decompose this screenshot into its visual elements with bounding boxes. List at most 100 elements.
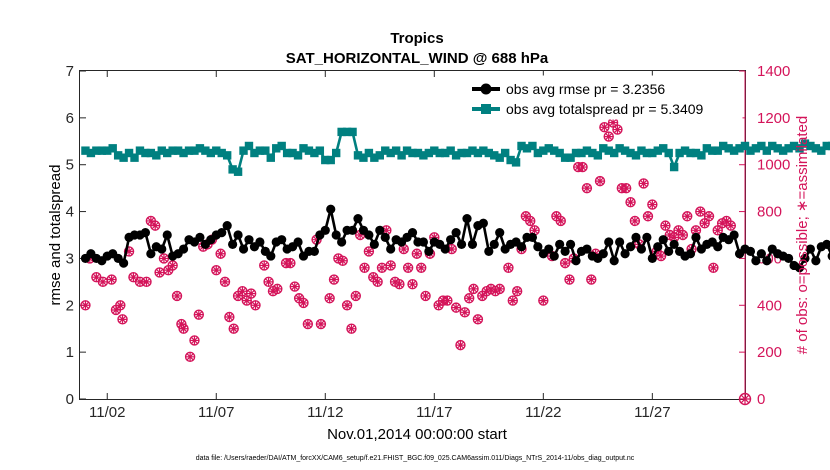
totalspread-point — [620, 146, 630, 155]
totalspread-point — [217, 148, 226, 158]
obs-count-point — [215, 248, 226, 259]
totalspread-point — [113, 151, 123, 160]
rmse-point — [544, 244, 554, 254]
totalspread-point — [206, 148, 216, 158]
obs-count-point — [272, 283, 283, 295]
totalspread-point — [244, 141, 254, 151]
totalspread-point — [222, 151, 232, 160]
obs-count-point — [503, 262, 514, 273]
y-tick-label: 6 — [66, 110, 74, 127]
obs-count-point — [450, 302, 462, 313]
y-tick-label: 7 — [66, 63, 74, 80]
totalspread-point — [441, 148, 450, 158]
obs-count-point — [394, 279, 405, 290]
obs-count-point — [324, 293, 335, 304]
obs-count-point — [259, 260, 270, 271]
x-axis-label: Nov.01,2014 00:00:00 start — [327, 426, 508, 443]
totalspread-point — [659, 144, 668, 153]
rmse-point — [217, 228, 227, 238]
obs-count-point — [178, 323, 189, 334]
totalspread-point — [555, 148, 564, 158]
totalspread-point — [631, 151, 641, 160]
y2-tick-label: 800 — [757, 204, 782, 221]
rmse-point — [685, 249, 696, 259]
obs-count-point — [285, 257, 296, 269]
totalspread-point — [648, 148, 657, 158]
totalspread-point — [179, 148, 188, 158]
obs-count-point — [708, 262, 719, 273]
x-tick-label: 11/22 — [525, 404, 561, 421]
y2-tick-label: 400 — [757, 297, 782, 314]
y2-tick-label: 0 — [757, 391, 765, 408]
totalspread-point — [451, 151, 461, 160]
y-tick-label: 1 — [66, 344, 74, 361]
obs-count-point — [629, 215, 641, 227]
rmse-point — [549, 251, 559, 261]
obs-count-point — [167, 260, 178, 271]
totalspread-point — [250, 148, 259, 158]
rmse-point — [484, 246, 494, 256]
x-tick-label: 11/27 — [634, 404, 670, 421]
totalspread-point — [609, 148, 619, 158]
totalspread-point — [490, 151, 499, 160]
x-tick-label: 11/02 — [89, 404, 125, 421]
obs-count-point — [106, 274, 117, 285]
totalspread-point — [473, 148, 483, 158]
obs-count-point — [555, 215, 566, 227]
totalspread-point — [522, 144, 532, 153]
rmse-point — [233, 230, 243, 240]
rmse-point — [653, 242, 663, 252]
totalspread-point — [740, 141, 750, 151]
rmse-point — [745, 246, 756, 256]
rmse-point — [636, 244, 647, 254]
totalspread-point — [272, 144, 281, 153]
rmse-point — [119, 258, 129, 268]
rmse-point — [418, 237, 429, 247]
obs-count-point — [603, 131, 614, 142]
totalspread-point — [397, 151, 406, 160]
totalspread-point — [550, 146, 559, 155]
obs-count-point — [184, 351, 196, 363]
obs-count-point — [302, 318, 314, 330]
rmse-point — [642, 232, 652, 242]
rmse-point — [380, 232, 390, 242]
totalspread-point — [331, 148, 341, 158]
totalspread-point — [539, 146, 548, 155]
y2-tick-label: 1400 — [757, 63, 790, 80]
totalspread-point — [266, 153, 275, 162]
obs-count-point — [472, 314, 484, 325]
totalspread-point — [184, 146, 194, 155]
obs-count-point — [577, 161, 588, 173]
rmse-point — [664, 246, 674, 256]
y-axis-label: rmse and totalspread — [47, 165, 64, 306]
rmse-point — [353, 214, 363, 224]
totalspread-point — [784, 144, 793, 153]
obs-count-point — [245, 288, 257, 299]
totalspread-point — [669, 162, 679, 172]
rmse-point — [462, 214, 472, 224]
totalspread-point — [424, 148, 434, 158]
totalspread-point — [806, 141, 815, 151]
totalspread-point — [582, 146, 592, 155]
rmse-point — [691, 232, 701, 242]
rmse-point — [277, 235, 287, 245]
totalspread-point — [282, 148, 292, 158]
totalspread-point — [615, 144, 624, 153]
totalspread-point — [277, 141, 286, 151]
rmse-point — [157, 244, 167, 254]
obs-count-point — [625, 196, 636, 208]
totalspread-point — [599, 144, 608, 153]
obs-count-point — [642, 211, 654, 222]
totalspread-point — [435, 148, 444, 158]
obs-count-point — [171, 290, 183, 302]
obs-count-point — [420, 290, 431, 302]
totalspread-point — [718, 141, 728, 151]
totalspread-point — [124, 148, 134, 158]
totalspread-point — [321, 155, 330, 165]
totalspread-point — [359, 153, 368, 162]
obs-count-point — [494, 283, 505, 295]
obs-count-point — [559, 257, 571, 269]
totalspread-point — [729, 146, 739, 155]
obs-count-point — [416, 262, 427, 273]
obs-count-point — [586, 274, 597, 285]
